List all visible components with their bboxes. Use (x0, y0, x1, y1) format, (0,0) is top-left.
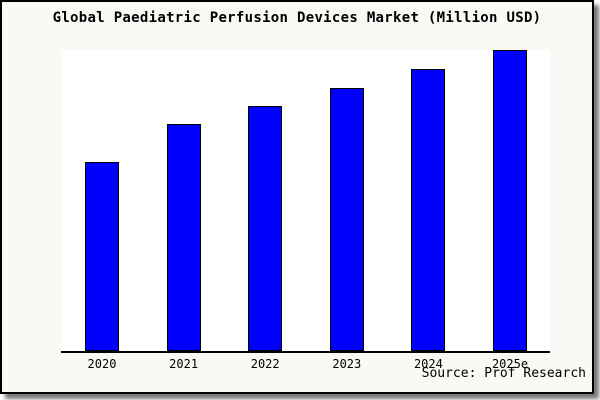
bar-2021 (166, 124, 201, 351)
x-axis-label: 2021 (169, 357, 199, 371)
bar-2025e (493, 50, 527, 351)
chart-frame: Global Paediatric Perfusion Devices Mark… (0, 0, 594, 394)
bar-2022 (248, 106, 283, 351)
bar-2020 (85, 162, 119, 351)
plot-area (61, 50, 550, 353)
bar-2024 (411, 69, 446, 351)
x-axis-label: 2020 (87, 357, 117, 371)
source-label: Source: Prof Research (421, 366, 586, 381)
x-axis-labels: 2020 2021 2022 2023 2024 2025e (61, 354, 550, 371)
bar-2023 (329, 88, 364, 351)
x-axis-label: 2025e (491, 357, 529, 371)
x-axis-label: 2023 (332, 357, 362, 371)
x-axis-label: 2022 (250, 357, 280, 371)
chart-title: Global Paediatric Perfusion Devices Mark… (52, 10, 542, 26)
x-axis-line (61, 351, 550, 353)
x-axis-label: 2024 (413, 357, 443, 371)
